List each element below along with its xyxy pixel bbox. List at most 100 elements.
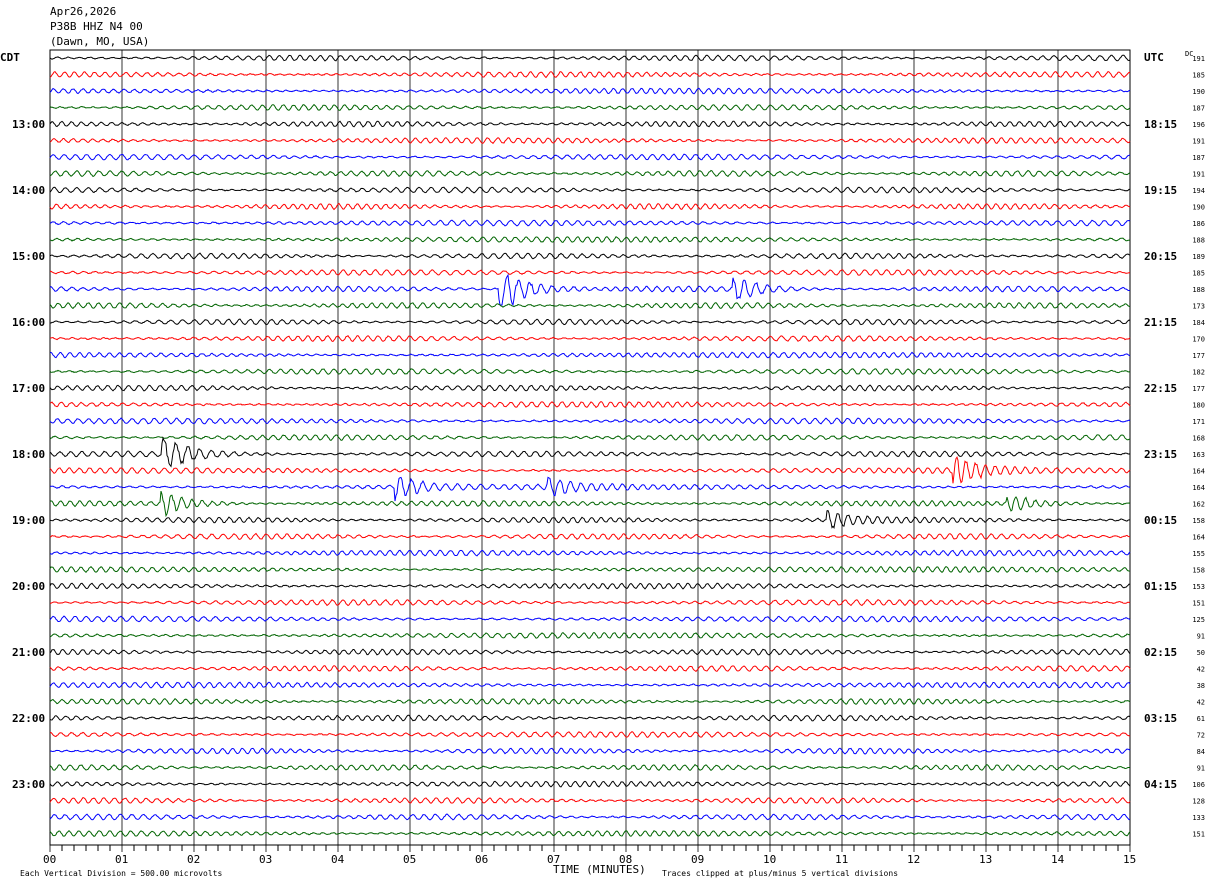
cdt-hour-label: 23:00 (12, 778, 45, 791)
seismic-trace (49, 433, 1131, 441)
dc-offset-label: 196 (1192, 121, 1205, 129)
clip-note: Traces clipped at plus/minus 5 vertical … (662, 869, 898, 878)
scale-note: Each Vertical Division = 500.00 microvol… (20, 869, 222, 878)
dc-offset-label: 187 (1192, 154, 1205, 162)
seismic-trace (49, 549, 1131, 557)
x-axis-label: TIME (MINUTES) (553, 863, 646, 876)
seismic-trace (49, 631, 1130, 639)
utc-hour-label: 02:15 (1144, 646, 1177, 659)
utc-hour-label: 22:15 (1144, 382, 1177, 395)
dc-offset-label: 153 (1192, 583, 1205, 591)
seismic-trace (49, 384, 1131, 392)
seismic-trace (49, 318, 1131, 326)
dc-offset-label: 194 (1192, 187, 1205, 195)
seismic-trace (49, 565, 1131, 574)
x-tick-label: 14 (1051, 853, 1065, 866)
seismic-trace (49, 456, 1131, 484)
seismic-trace (49, 763, 1130, 772)
utc-hour-label: 04:15 (1144, 778, 1177, 791)
seismic-trace (49, 730, 1131, 739)
dc-offset-label: 125 (1192, 616, 1205, 624)
cdt-hour-label: 14:00 (12, 184, 45, 197)
x-tick-label: 00 (43, 853, 56, 866)
cdt-hour-label: 20:00 (12, 580, 45, 593)
station-label: P38B HHZ N4 00 (50, 20, 143, 33)
seismic-trace (49, 70, 1131, 79)
plot-frame (49, 49, 1131, 846)
seismic-trace (49, 476, 1131, 502)
seismic-trace (49, 797, 1131, 805)
cdt-hour-label: 19:00 (12, 514, 45, 527)
x-tick-label: 15 (1123, 853, 1136, 866)
dc-offset-label: 173 (1192, 303, 1205, 311)
dc-offset-label: 91 (1197, 633, 1205, 641)
seismic-trace (49, 813, 1131, 821)
seismic-trace (49, 598, 1131, 607)
dc-offset-label: 38 (1197, 682, 1205, 690)
seismic-trace (49, 186, 1130, 194)
utc-hour-label: 01:15 (1144, 580, 1177, 593)
dc-offset-label: 186 (1192, 220, 1205, 228)
x-tick-label: 13 (979, 853, 992, 866)
dc-offset-label: 155 (1192, 550, 1205, 558)
dc-offset-label: 158 (1192, 517, 1205, 525)
x-tick-label: 01 (115, 853, 128, 866)
cdt-hour-label: 18:00 (12, 448, 45, 461)
cdt-hour-label: 15:00 (12, 250, 45, 263)
dc-offset-label: 50 (1197, 649, 1205, 657)
dc-offset-label: 177 (1192, 352, 1205, 360)
cdt-hour-label: 16:00 (12, 316, 45, 329)
dc-offset-label: 106 (1192, 781, 1205, 789)
seismic-trace (49, 54, 1131, 62)
x-tick-label: 06 (475, 853, 488, 866)
seismic-trace (49, 681, 1131, 689)
seismic-trace (49, 510, 1130, 529)
seismic-trace (49, 664, 1131, 673)
dc-offset-label: 164 (1192, 484, 1205, 492)
utc-hour-label: 21:15 (1144, 316, 1177, 329)
x-tick-label: 11 (835, 853, 848, 866)
dc-offset-label: 151 (1192, 600, 1205, 608)
dc-offset-label: 182 (1192, 369, 1205, 377)
dc-offset-label: 151 (1192, 831, 1205, 839)
x-tick-label: 10 (763, 853, 776, 866)
seismic-trace (49, 747, 1131, 755)
seismic-trace (49, 648, 1131, 656)
seismic-trace (49, 202, 1131, 211)
dc-offset-label: 185 (1192, 72, 1205, 80)
utc-label: UTC (1144, 51, 1164, 64)
utc-hour-label: 20:15 (1144, 250, 1177, 263)
seismic-trace (49, 780, 1131, 788)
dc-offset-label: 187 (1192, 105, 1205, 113)
dc-offset-label: 61 (1197, 715, 1205, 723)
dc-offset-label: 177 (1192, 385, 1205, 393)
seismic-trace (49, 436, 1131, 468)
dc-offset-label: 191 (1192, 55, 1205, 63)
dc-offset-label: 164 (1192, 468, 1205, 476)
dc-offset-label: 91 (1197, 765, 1205, 773)
utc-hour-label: 18:15 (1144, 118, 1177, 131)
dc-offset-label: 171 (1192, 418, 1205, 426)
dc-offset-label: 72 (1197, 732, 1205, 740)
seismic-trace (49, 697, 1131, 706)
x-tick-label: 03 (259, 853, 272, 866)
x-tick-label: 08 (619, 853, 632, 866)
dc-offset-label: 84 (1197, 748, 1205, 756)
utc-hour-label: 00:15 (1144, 514, 1177, 527)
seismic-trace (49, 714, 1131, 722)
cdt-hour-label: 21:00 (12, 646, 45, 659)
x-tick-label: 09 (691, 853, 704, 866)
x-tick-label: 05 (403, 853, 416, 866)
seismic-trace (50, 334, 1131, 342)
dc-offset-label: 188 (1192, 286, 1205, 294)
cdt-hour-label: 22:00 (12, 712, 45, 725)
dc-offset-label: 180 (1192, 402, 1205, 410)
dc-offset-label: 164 (1192, 534, 1205, 542)
cdt-hour-label: 13:00 (12, 118, 45, 131)
dc-offset-label: 133 (1192, 814, 1205, 822)
seismic-trace (49, 169, 1131, 178)
dc-offset-label: 42 (1197, 666, 1205, 674)
dc-offset-label: 190 (1192, 88, 1205, 96)
dc-offset-label: 185 (1192, 270, 1205, 278)
seismic-trace (49, 269, 1131, 276)
